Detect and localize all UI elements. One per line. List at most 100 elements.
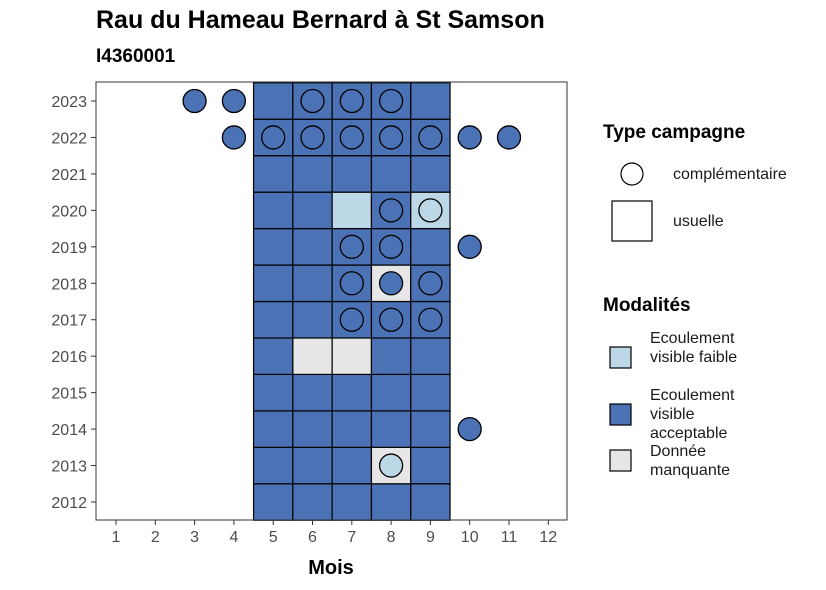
x-tick-label: 2 — [151, 529, 160, 546]
x-tick-label: 1 — [112, 529, 121, 546]
legend-complementaire-label: complémentaire — [673, 166, 787, 183]
y-tick-label: 2023 — [51, 94, 87, 111]
y-tick-label: 2013 — [51, 459, 87, 476]
point-2022-4 — [221, 125, 247, 150]
chart-title: Rau du Hameau Bernard à St Samson — [96, 6, 545, 34]
legend-faible-label: Ecoulement visible faible — [650, 330, 738, 366]
point-2018-9 — [418, 271, 443, 296]
tile-2019-5 — [252, 227, 294, 266]
plot-panel-border — [95, 81, 568, 521]
tile-2014-5 — [252, 410, 294, 448]
tile-2016-9 — [410, 337, 451, 376]
tile-2018-6 — [292, 264, 333, 303]
y-tick-label: 2016 — [51, 349, 87, 366]
point-2022-8 — [378, 125, 404, 150]
tile-2018-5 — [252, 264, 294, 303]
tile-2017-5 — [252, 300, 294, 339]
x-tick-label: 11 — [501, 529, 518, 546]
x-tick-label: 9 — [426, 529, 435, 546]
tile-2020-7 — [331, 191, 373, 230]
legend-square-symbol — [611, 200, 653, 242]
point-2019-7 — [339, 234, 364, 259]
point-2020-8 — [378, 198, 404, 223]
point-2023-8 — [378, 88, 404, 114]
tile-2012-9 — [410, 483, 451, 521]
tile-2016-8 — [370, 337, 412, 376]
point-2022-10 — [457, 125, 482, 150]
x-tick-label: 3 — [190, 529, 199, 546]
tile-2015-6 — [292, 373, 333, 412]
tile-2021-6 — [292, 155, 333, 193]
y-tick-label: 2015 — [51, 386, 87, 403]
y-tick-label: 2017 — [51, 313, 87, 330]
point-2014-10 — [457, 416, 482, 442]
tile-2019-6 — [292, 227, 333, 266]
point-2019-8 — [378, 234, 404, 259]
point-2022-11 — [496, 125, 522, 150]
y-tick-label: 2018 — [51, 276, 87, 293]
tile-2016-7 — [331, 337, 373, 376]
legend-faible-key — [609, 346, 632, 369]
point-2019-10 — [457, 234, 482, 259]
legend-manquante-key — [609, 449, 632, 472]
tile-2014-8 — [370, 410, 412, 448]
points-layer — [182, 88, 522, 478]
point-2018-7 — [339, 271, 364, 296]
tile-2021-8 — [370, 155, 412, 193]
tile-2015-9 — [410, 373, 451, 412]
tile-2013-9 — [410, 446, 451, 485]
x-tick-label: 12 — [539, 529, 557, 546]
point-2023-6 — [300, 88, 325, 114]
tile-2015-5 — [252, 373, 294, 412]
tile-2014-7 — [331, 410, 373, 448]
legend-type-title: Type campagne — [603, 122, 746, 143]
y-tick-label: 2014 — [51, 422, 87, 439]
tile-2017-6 — [292, 300, 333, 339]
y-tick-label: 2019 — [51, 240, 87, 257]
y-tick-label: 2012 — [51, 495, 87, 512]
y-tick-label: 2021 — [51, 167, 87, 184]
tile-2021-5 — [252, 155, 294, 193]
legend-manquante-label: Donnée manquante — [650, 443, 731, 479]
x-axis-title: Mois — [308, 557, 354, 579]
tile-2016-6 — [292, 337, 333, 376]
legend-usuelle-label: usuelle — [673, 213, 724, 230]
point-2023-7 — [339, 88, 364, 114]
tile-2012-8 — [370, 483, 412, 521]
tile-2023-9 — [410, 82, 451, 120]
tile-2020-6 — [292, 191, 333, 230]
tile-2015-7 — [331, 373, 373, 412]
point-2018-8 — [378, 271, 404, 296]
point-2022-5 — [261, 125, 286, 150]
x-tick-label: 5 — [269, 529, 278, 546]
point-2022-7 — [339, 125, 364, 150]
tile-2021-7 — [331, 155, 373, 193]
legend-modalites-title: Modalités — [603, 295, 691, 316]
legend-circle-symbol — [620, 162, 644, 186]
tile-2013-6 — [292, 446, 333, 485]
x-tick-label: 6 — [308, 529, 317, 546]
tile-2019-9 — [410, 227, 451, 266]
legend-acceptable-key — [609, 403, 632, 426]
tile-2021-9 — [410, 155, 451, 193]
tile-2016-5 — [252, 337, 294, 376]
x-tick-label: 4 — [229, 529, 238, 546]
tile-2012-5 — [252, 483, 294, 521]
point-2022-9 — [418, 125, 443, 150]
y-tick-label: 2022 — [51, 130, 87, 147]
tile-2014-6 — [292, 410, 333, 448]
point-2017-8 — [378, 307, 404, 332]
tile-2013-5 — [252, 446, 294, 485]
tile-2013-7 — [331, 446, 373, 485]
point-2022-6 — [300, 125, 325, 150]
tile-2012-6 — [292, 483, 333, 521]
point-2023-4 — [221, 88, 247, 114]
point-2023-3 — [182, 88, 207, 114]
tile-2012-7 — [331, 483, 373, 521]
tile-2014-9 — [410, 410, 451, 448]
point-2013-8 — [378, 453, 404, 478]
point-2017-9 — [418, 307, 443, 332]
axes-layer: 1 2 3 4 5 6 7 8 9 10 11 122012201320142015201620172… — [51, 94, 557, 546]
tile-2023-5 — [252, 82, 294, 120]
